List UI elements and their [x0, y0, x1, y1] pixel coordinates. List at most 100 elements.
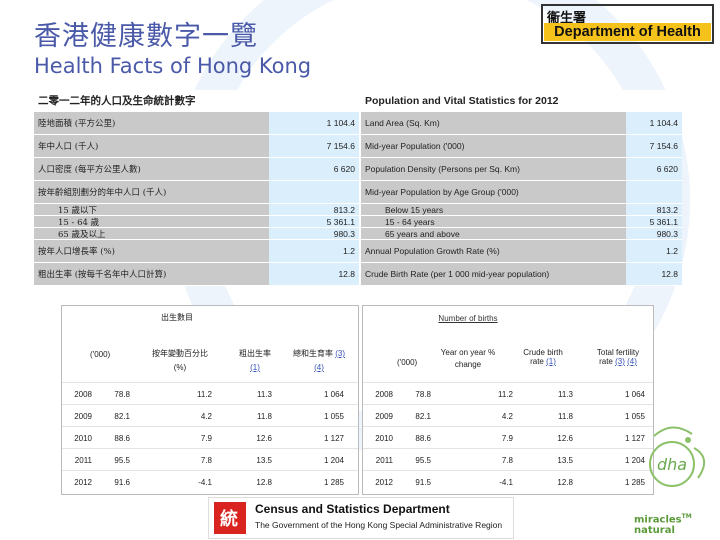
- col-unit: ('000): [397, 358, 418, 367]
- tfr-note-link[interactable]: (3): [615, 357, 625, 366]
- stats-row-label: Crude Birth Rate (per 1 000 mid-year pop…: [361, 263, 626, 285]
- tfr-note-link[interactable]: (4): [627, 357, 637, 366]
- table-row: 2010 88.6 7.9 12.6 1 127: [363, 426, 653, 449]
- table-row: 2008 78.8 11.2 11.3 1 064: [62, 382, 358, 405]
- logo-english-text: Department of Health: [544, 23, 711, 41]
- stats-row-value: 980.3: [269, 228, 359, 239]
- table-row: 2009 82.1 4.2 11.8 1 055: [363, 404, 653, 427]
- table-heading: 二零一二年的人口及生命統計數字: [34, 90, 359, 112]
- cell-change: 7.9: [200, 433, 212, 443]
- col-tfr: 總和生育率 (3) (4): [284, 348, 354, 372]
- col-cbr-label: Crude birth: [523, 348, 563, 357]
- col-change-unit: (%): [173, 363, 187, 372]
- stats-row-value: 1.2: [269, 240, 359, 262]
- table-row: 2011 95.5 7.8 13.5 1 204: [62, 448, 358, 471]
- cell-year: 2009: [74, 411, 92, 421]
- cell-births: 95.5: [114, 455, 130, 465]
- page-title-chinese: 香港健康數字一覽: [34, 21, 258, 52]
- stats-row-label: 人口密度 (每平方公里人數): [34, 158, 269, 180]
- cell-year: 2011: [375, 455, 393, 465]
- stats-row: 65 歲及以上 980.3: [34, 228, 359, 240]
- stats-row: Below 15 years 813.2: [361, 204, 682, 216]
- group-header: 出生數目: [161, 313, 193, 322]
- stats-row: 按年齡組別劃分的年中人口 (千人): [34, 181, 359, 204]
- stats-row-label: 15 - 64 歲: [34, 216, 269, 228]
- mascot-icon: dha: [649, 426, 705, 487]
- col-cbr: 粗出生率 (1): [230, 348, 280, 372]
- cell-change: 7.9: [501, 433, 513, 443]
- cbr-note-link[interactable]: (1): [250, 363, 260, 372]
- cell-births: 88.6: [415, 433, 431, 443]
- stats-row-value: 5 361.1: [626, 216, 682, 227]
- table-row: 2008 78.8 11.2 11.3 1 064: [363, 382, 653, 405]
- cell-year: 2008: [375, 389, 393, 399]
- stats-row-label: 15 歲以下: [34, 204, 269, 216]
- department-of-health-logo: 衞生署 Department of Health: [541, 4, 714, 44]
- mascot-text-2: natural: [634, 525, 675, 536]
- cell-tfr: 1 204: [323, 455, 344, 465]
- col-change: Year on year % change: [433, 348, 503, 369]
- cell-births: 88.6: [114, 433, 130, 443]
- cell-births: 91.5: [415, 477, 431, 487]
- census-statistics-banner[interactable]: 統 Census and Statistics Department The G…: [208, 497, 514, 539]
- stats-row-label: 65 years and above: [361, 228, 626, 239]
- cell-births: 82.1: [415, 411, 431, 421]
- stats-row-label: 15 - 64 years: [361, 216, 626, 227]
- cell-cbr: 12.8: [256, 477, 272, 487]
- cell-births: 91.6: [114, 477, 130, 487]
- stats-row: 粗出生率 (按每千名年中人口計算) 12.8: [34, 263, 359, 286]
- vital-stats-table-chinese: 二零一二年的人口及生命統計數字 陸地面積 (平方公里) 1 104.4 年中人口 (…: [34, 90, 359, 286]
- cell-year: 2008: [74, 389, 92, 399]
- cell-year: 2012: [74, 477, 92, 487]
- stats-row: Mid-year Population by Age Group ('000): [361, 181, 682, 204]
- cell-change: 7.8: [200, 455, 212, 465]
- mascot-text-1: miracles: [634, 514, 682, 525]
- col-cbr-label-2: rate: [530, 357, 544, 366]
- cbr-note-link[interactable]: (1): [546, 357, 556, 366]
- cell-tfr: 1 204: [624, 455, 645, 465]
- stats-row-label: Mid-year Population by Age Group ('000): [361, 181, 626, 203]
- cell-tfr: 1 064: [323, 389, 344, 399]
- stats-row-value: [626, 181, 682, 203]
- col-tfr-label: 總和生育率: [292, 349, 333, 358]
- vital-stats-table-english: Population and Vital Statistics for 2012…: [361, 90, 682, 286]
- tfr-note-link[interactable]: (3): [335, 349, 345, 358]
- stats-row-value: 7 154.6: [626, 135, 682, 157]
- mascot-tm: TM: [681, 512, 692, 520]
- stats-row-label: Land Area (Sq. Km): [361, 112, 626, 134]
- cell-births: 78.8: [415, 389, 431, 399]
- col-tfr: Total fertility rate (3) (4): [585, 348, 651, 366]
- logo-chinese-text: 衞生署: [547, 11, 587, 26]
- col-cbr-label: 粗出生率: [239, 349, 271, 358]
- stats-row-value: 813.2: [269, 204, 359, 215]
- cell-year: 2010: [375, 433, 393, 443]
- col-cbr: Crude birth rate (1): [513, 348, 573, 366]
- cell-births: 95.5: [415, 455, 431, 465]
- cell-year: 2011: [74, 455, 92, 465]
- tfr-note-link[interactable]: (4): [314, 363, 324, 372]
- group-header: Number of births: [438, 314, 498, 323]
- cell-cbr: 11.3: [257, 389, 272, 399]
- table-row: 2011 95.5 7.8 13.5 1 204: [363, 448, 653, 471]
- stats-row-value: 1.2: [626, 240, 682, 262]
- cell-change: 7.8: [501, 455, 513, 465]
- mascot-label: dha: [657, 455, 687, 474]
- cell-cbr: 12.6: [557, 433, 573, 443]
- cell-cbr: 11.8: [558, 411, 573, 421]
- stats-row-value: 5 361.1: [269, 216, 359, 227]
- cell-cbr: 13.5: [557, 455, 573, 465]
- stats-row: 15 - 64 years 5 361.1: [361, 216, 682, 228]
- stats-row: Population Density (Persons per Sq. Km) 6…: [361, 158, 682, 181]
- stats-row-value: 1 104.4: [626, 112, 682, 134]
- cell-change: 4.2: [501, 411, 513, 421]
- page-title-english: Health Facts of Hong Kong: [34, 54, 312, 78]
- stats-row: 65 years and above 980.3: [361, 228, 682, 240]
- cell-change: -4.1: [198, 477, 212, 487]
- cell-tfr: 1 064: [624, 389, 645, 399]
- cell-cbr: 12.8: [557, 477, 573, 487]
- table-row: 2010 88.6 7.9 12.6 1 127: [62, 426, 358, 449]
- cell-tfr: 1 285: [624, 477, 645, 487]
- col-tfr-label-2: rate: [599, 357, 613, 366]
- csd-name: Census and Statistics Department: [255, 502, 450, 516]
